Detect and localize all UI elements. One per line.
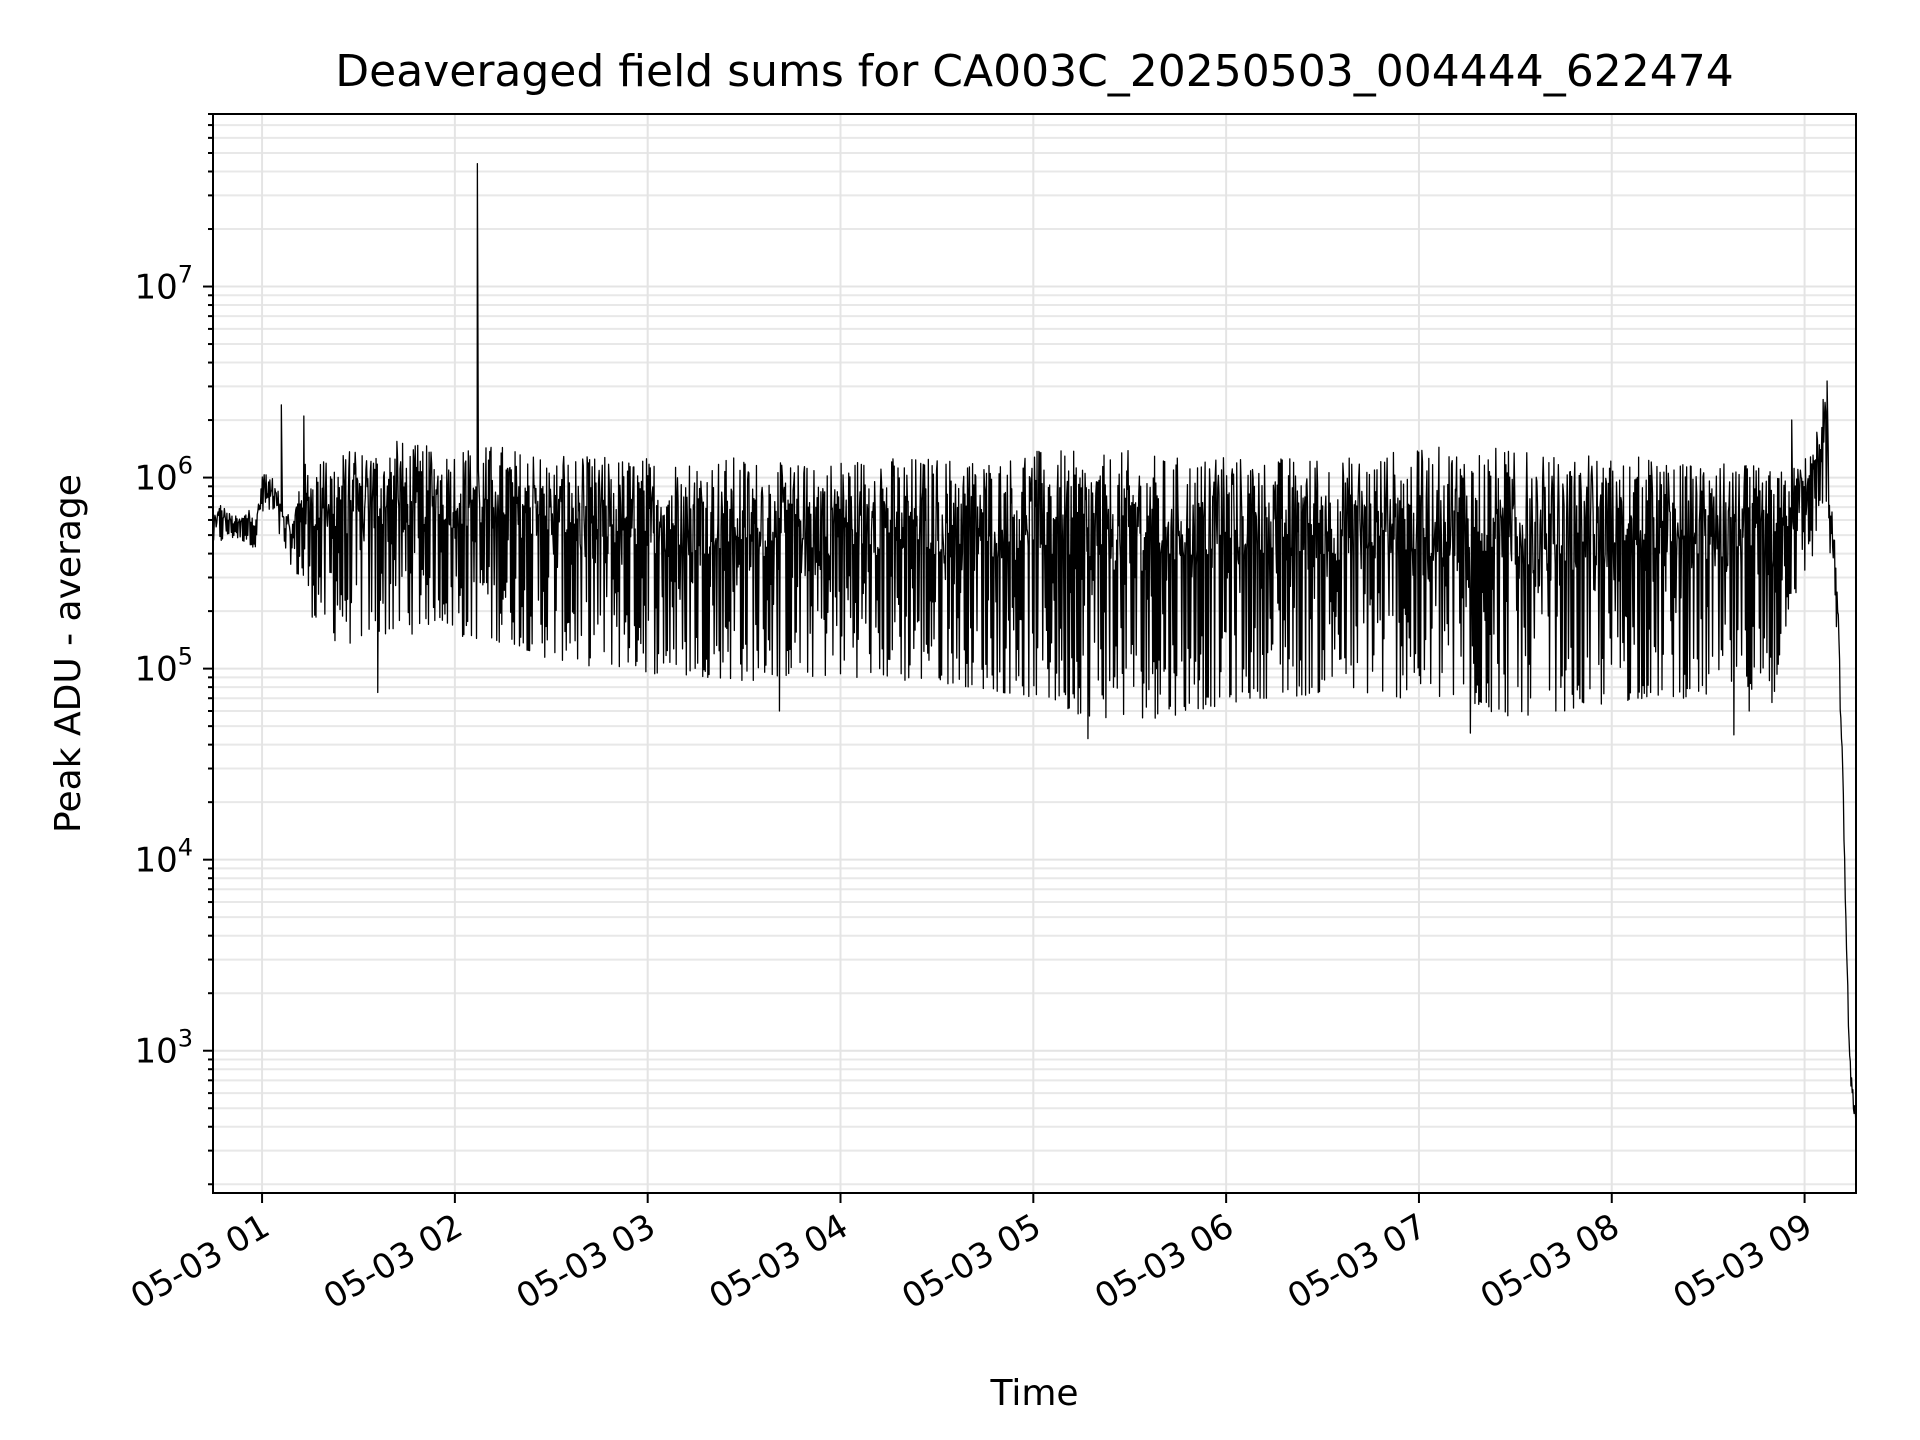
x-tick-label: 05-03 01 [124,1206,276,1317]
y-axis-label: Peak ADU - average [48,474,89,833]
y-tick-label: 104 [134,834,193,881]
y-tick-label: 105 [134,643,193,690]
x-tick-label: 05-03 03 [510,1206,662,1317]
plot-frame [212,113,1857,1194]
x-tick-label: 05-03 02 [317,1206,469,1317]
x-tick-label: 05-03 04 [703,1206,855,1317]
x-tick-label: 05-03 08 [1474,1206,1626,1317]
y-tick-label: 107 [134,261,193,308]
y-tick-label: 103 [134,1025,193,1072]
series-line-group [212,162,1857,1127]
x-axis-label: Time [989,1373,1078,1414]
chart-title: Deaveraged field sums for CA003C_2025050… [335,46,1733,97]
x-tick-label: 05-03 09 [1667,1206,1819,1317]
series-line [212,162,1857,1127]
grid [213,113,1856,1193]
x-tick-label: 05-03 06 [1088,1206,1240,1317]
y-tick-label: 106 [134,452,193,499]
x-tick-label: 05-03 07 [1281,1206,1433,1317]
x-tick-label: 05-03 05 [895,1206,1047,1317]
